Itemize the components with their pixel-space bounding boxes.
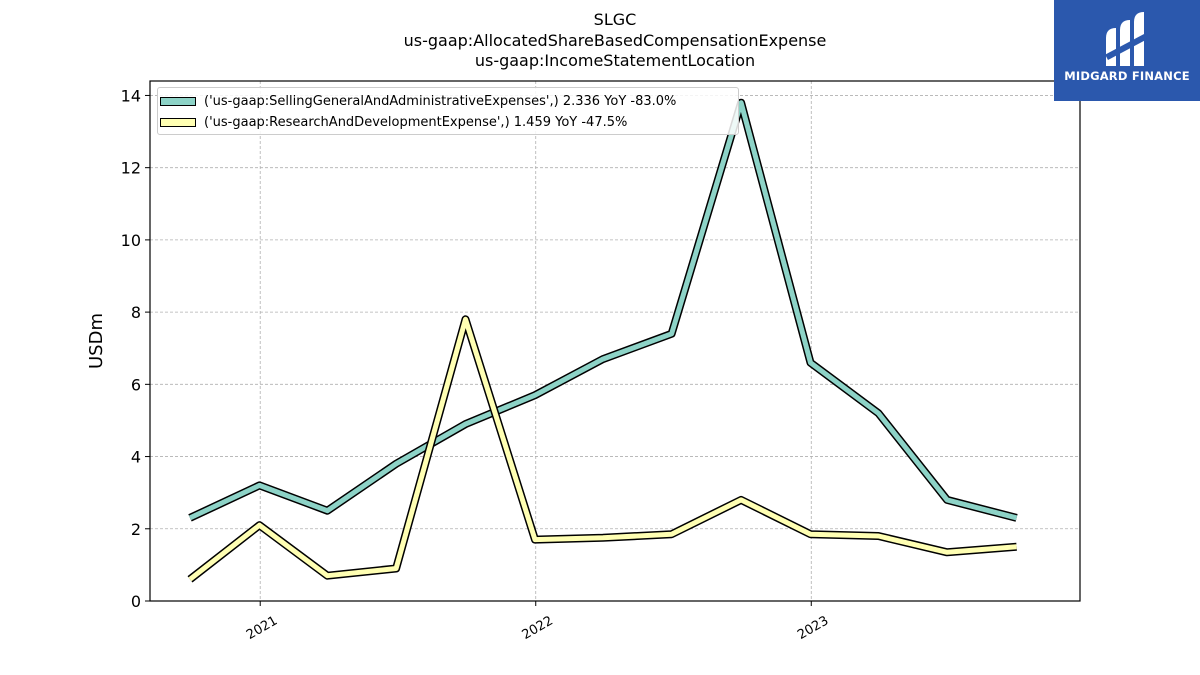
x-tick-label: 2022 [520,613,556,643]
chart-subtitle-1: us-gaap:AllocatedShareBasedCompensationE… [403,30,827,50]
legend-swatch-sga [160,96,196,106]
midgard-finance-logo: MIDGARD FINANCE [1054,0,1200,101]
y-tick-label: 4 [131,448,141,467]
chart-titles: SLGC us-gaap:AllocatedShareBasedCompensa… [150,10,1080,72]
y-axis: 0 2 4 6 8 10 12 14 [121,86,150,611]
y-tick-label: 10 [121,231,141,250]
series-line-0 [188,100,1018,521]
y-axis-label: USDm [86,313,107,369]
y-tick-label: 8 [131,303,141,322]
legend-item-rnd: ('us-gaap:ResearchAndDevelopmentExpense'… [160,112,627,132]
series-line-outline-0 [188,98,1018,522]
series-lines [187,98,1018,583]
chart-subtitle-2: us-gaap:IncomeStatementLocation [474,51,756,70]
x-axis: 2021 2022 2023 [244,601,831,643]
y-tick-label: 14 [121,86,141,105]
legend-swatch-rnd [160,117,196,127]
midgard-logo-icon [1105,12,1147,66]
y-tick-label: 12 [121,159,141,178]
logo-text: MIDGARD FINANCE [1064,69,1190,83]
chart-title: SLGC [593,10,637,29]
grid-lines [150,81,1080,602]
x-tick-label: 2021 [244,613,280,643]
legend: ('us-gaap:SellingGeneralAndAdministrativ… [157,87,739,135]
legend-label-rnd: ('us-gaap:ResearchAndDevelopmentExpense'… [204,114,628,130]
legend-item-sga: ('us-gaap:SellingGeneralAndAdministrativ… [160,91,676,111]
series-line-1 [188,316,1017,582]
plot-frame [149,80,1081,602]
y-tick-label: 0 [131,592,141,611]
x-tick-label: 2023 [795,613,831,643]
legend-label-sga: ('us-gaap:SellingGeneralAndAdministrativ… [204,93,677,109]
y-tick-label: 2 [131,520,141,539]
y-tick-label: 6 [131,375,141,394]
